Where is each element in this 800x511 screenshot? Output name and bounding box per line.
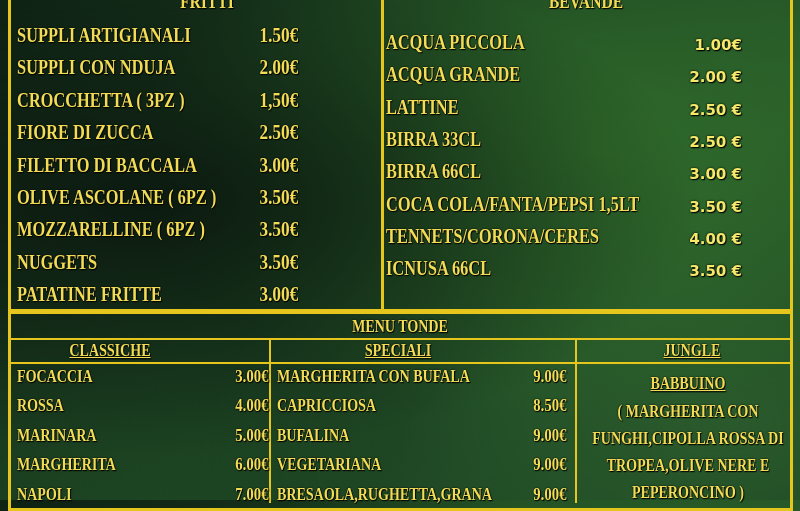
menu-item-name: OLIVE ASCOLANE ( 6PZ )	[17, 185, 217, 209]
divider	[575, 338, 577, 503]
menu-item-name: BIRRA 33CL	[386, 126, 482, 151]
menu-item-name: MARINARA	[17, 424, 97, 445]
classiche-title: CLASSICHE	[69, 340, 151, 360]
menu-item-price: 6.00€	[234, 454, 268, 475]
fritti-title: FRITTI	[180, 0, 234, 13]
menu-item-name: ROSSA	[17, 395, 64, 416]
menu-item-price: 4.00€	[234, 395, 268, 416]
divider	[10, 338, 791, 340]
menu-item-price: 2.50 €	[689, 132, 742, 151]
bevande-section	[381, 0, 793, 312]
menu-item-name: SUPPLI CON NDUJA	[17, 55, 176, 80]
menu-item-name: BRESAOLA,RUGHETTA,GRANA	[277, 483, 493, 504]
menu-item-price: 9.00€	[532, 424, 566, 445]
menu-item-price: 1,50€	[259, 87, 298, 112]
menu-item-name: CAPRICCIOSA	[277, 395, 377, 416]
menu-item-name: LATTINE	[386, 94, 459, 119]
menu-item-price: 3.50 €	[689, 262, 742, 281]
jungle-description-line: TROPEA,OLIVE NERE E	[606, 455, 770, 475]
bevande-title: BEVANDE	[548, 0, 624, 13]
menu-item-name: ACQUA PICCOLA	[386, 30, 525, 54]
divider	[10, 362, 791, 364]
jungle-description-line: PEPERONCINO )	[632, 482, 744, 502]
menu-item-price: 8.50€	[532, 395, 566, 416]
speciali-title: SPECIALI	[364, 340, 432, 360]
menu-item-name: FIORE DI ZUCCA	[17, 120, 154, 145]
menu-item-price: 2.50€	[259, 120, 298, 145]
menu-item-price: 2.50 €	[689, 100, 742, 119]
menu-item-price: 9.00€	[532, 366, 566, 386]
menu-item-name: TENNETS/CORONA/CERES	[386, 223, 599, 248]
menu-item-name: BUFALINA	[277, 424, 350, 445]
menu-item-price: 3.50 €	[689, 197, 742, 216]
jungle-description-line: ( MARGHERITA CON	[617, 401, 759, 421]
divider	[269, 338, 271, 503]
menu-item-price: 3.00€	[259, 152, 298, 177]
menu-item-price: 4.00 €	[689, 229, 742, 248]
menu-item-price: 3.00€	[234, 366, 268, 386]
menu-item-price: 9.00€	[532, 483, 566, 504]
menu-item-name: PATATINE FRITTE	[17, 282, 162, 307]
menu-item-price: 3.50€	[259, 185, 298, 209]
menu-item-price: 9.00€	[532, 454, 566, 475]
menu-tonde-title: MENU TONDE	[352, 316, 448, 336]
menu-item-price: 1.00€	[694, 36, 742, 54]
jungle-item-name: BABBUINO	[650, 373, 726, 393]
menu-item-name: NAPOLI	[17, 483, 72, 504]
menu-item-price: 3.50€	[259, 217, 298, 242]
jungle-description-line: FUNGHI,CIPOLLA ROSSA DI	[592, 428, 784, 448]
menu-item-name: ACQUA GRANDE	[386, 62, 521, 87]
menu-item-name: BIRRA 66CL	[386, 159, 482, 184]
menu-item-price: 3.00 €	[689, 165, 742, 184]
menu-item-price: 7.00€	[234, 483, 268, 504]
menu-item-price: 2.00 €	[689, 68, 742, 87]
menu-item-price: 5.00€	[234, 424, 268, 445]
menu-item-name: ICNUSA 66CL	[386, 256, 492, 281]
menu-item-name: FILETTO DI BACCALA	[17, 152, 197, 177]
menu-item-name: VEGETARIANA	[277, 454, 382, 475]
menu-item-price: 2.00€	[259, 55, 298, 80]
menu-item-price: 3.50€	[259, 249, 298, 274]
menu-item-price: 3.00€	[259, 282, 298, 307]
menu-item-name: MARGHERITA	[17, 454, 116, 475]
menu-item-name: COCA COLA/FANTA/PEPSI 1,5LT	[386, 191, 640, 216]
menu-item-name: SUPPLI ARTIGIANALI	[17, 23, 191, 47]
menu-item-name: CROCCHETTA ( 3PZ )	[17, 87, 185, 112]
menu-item-name: MOZZARELLINE ( 6PZ )	[17, 217, 205, 242]
menu-item-name: MARGHERITA CON BUFALA	[277, 366, 470, 386]
menu-item-price: 1.50€	[259, 23, 298, 47]
menu-item-name: NUGGETS	[17, 249, 98, 274]
menu-item-name: FOCACCIA	[17, 366, 93, 386]
jungle-title: JUNGLE	[663, 340, 721, 360]
